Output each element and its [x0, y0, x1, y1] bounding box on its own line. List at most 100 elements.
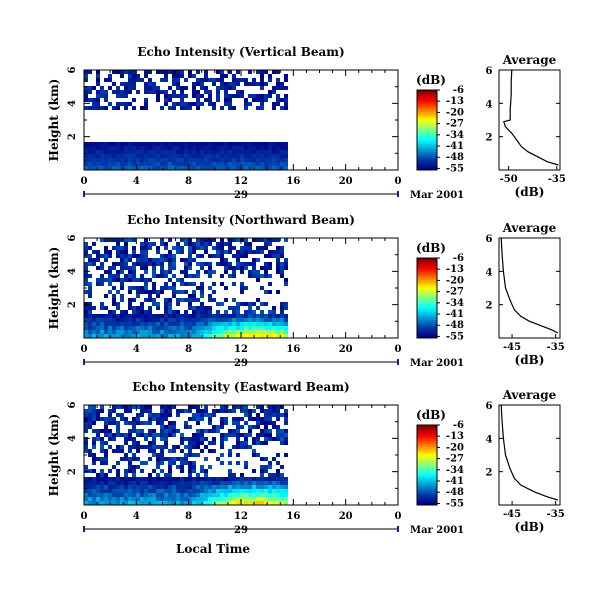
heatmap-cell — [276, 429, 280, 433]
heatmap-cell — [100, 90, 104, 94]
heatmap-cell — [88, 477, 92, 481]
heatmap-cell — [232, 94, 236, 98]
heatmap-cell — [248, 485, 252, 489]
heatmap-cell — [260, 326, 264, 330]
heatmap-cell — [188, 326, 192, 330]
heatmap-cell — [240, 146, 244, 150]
heatmap-cell — [200, 485, 204, 489]
heatmap-cell — [260, 78, 264, 82]
heatmap-cell — [84, 330, 88, 334]
heatmap-cell — [124, 314, 128, 318]
heatmap-cell — [140, 154, 144, 158]
heatmap-cell — [168, 314, 172, 318]
heatmap-cell — [252, 262, 256, 266]
heatmap-cell — [116, 330, 120, 334]
heatmap-cell — [268, 465, 272, 469]
heatmap-cell — [220, 142, 224, 146]
heatmap-cell — [200, 262, 204, 266]
heatmap-cell — [108, 497, 112, 501]
heatmap-cell — [212, 246, 216, 250]
heatmap-cell — [248, 326, 252, 330]
heatmap-cell — [88, 501, 92, 505]
heatmap-cell — [196, 106, 200, 110]
heatmap-cell — [212, 78, 216, 82]
heatmap-cell — [148, 477, 152, 481]
heatmap-cell — [240, 485, 244, 489]
heatmap-cell — [156, 457, 160, 461]
heatmap-cell — [180, 489, 184, 493]
heatmap-cell — [176, 326, 180, 330]
heatmap-cell — [92, 318, 96, 322]
heatmap-cell — [240, 497, 244, 501]
heatmap-cell — [176, 102, 180, 106]
heatmap-cell — [116, 106, 120, 110]
colorbar-band — [417, 425, 437, 428]
heatmap-cell — [224, 98, 228, 102]
heatmap-cell — [164, 70, 168, 74]
heatmap-cell — [224, 433, 228, 437]
heatmap-cell — [192, 417, 196, 421]
heatmap-cell — [88, 405, 92, 409]
heatmap-cell — [96, 413, 100, 417]
heatmap-cell — [132, 298, 136, 302]
heatmap-cell — [244, 82, 248, 86]
heatmap-cell — [236, 322, 240, 326]
heatmap-cell — [156, 162, 160, 166]
heatmap-cell — [88, 258, 92, 262]
heatmap-cell — [116, 290, 120, 294]
profile-y-tick-label: 6 — [486, 66, 493, 77]
heatmap-cell — [256, 142, 260, 146]
heatmap-cell — [256, 334, 260, 338]
heatmap-cell — [224, 497, 228, 501]
profile-line — [500, 237, 559, 334]
heatmap-cell — [132, 86, 136, 90]
heatmap-cell — [136, 310, 140, 314]
heatmap-cell — [128, 437, 132, 441]
heatmap-cell — [124, 441, 128, 445]
heatmap-cell — [164, 102, 168, 106]
heatmap-cell — [196, 102, 200, 106]
heatmap-cell — [208, 78, 212, 82]
heatmap-cell — [256, 278, 260, 282]
heatmap-cell — [184, 477, 188, 481]
heatmap-cell — [272, 493, 276, 497]
heatmap-cell — [148, 290, 152, 294]
heatmap-cell — [220, 409, 224, 413]
heatmap-cell — [96, 282, 100, 286]
heatmap-cell — [92, 421, 96, 425]
heatmap-cell — [136, 78, 140, 82]
heatmap-cell — [100, 158, 104, 162]
heatmap-cell — [140, 262, 144, 266]
heatmap-cell — [144, 270, 148, 274]
heatmap-cell — [136, 497, 140, 501]
heatmap-cell — [272, 154, 276, 158]
heatmap-cell — [252, 437, 256, 441]
heatmap-cell — [96, 166, 100, 170]
colorbar-tick-label: -48 — [446, 487, 464, 498]
x-tick-label: 8 — [185, 511, 192, 522]
heatmap-cell — [212, 166, 216, 170]
heatmap-cell — [100, 405, 104, 409]
heatmap-cell — [156, 453, 160, 457]
heatmap-cell — [188, 250, 192, 254]
heatmap-cell — [212, 497, 216, 501]
heatmap-cell — [116, 94, 120, 98]
heatmap-cell — [252, 250, 256, 254]
heatmap-cell — [128, 298, 132, 302]
heatmap-cell — [168, 429, 172, 433]
heatmap-cell — [260, 489, 264, 493]
heatmap-cell — [148, 154, 152, 158]
heatmap-cell — [164, 274, 168, 278]
heatmap-cell — [96, 433, 100, 437]
heatmap-cell — [100, 334, 104, 338]
heatmap-cell — [84, 318, 88, 322]
heatmap-cell — [192, 166, 196, 170]
heatmap-cell — [180, 142, 184, 146]
heatmap-cell — [140, 433, 144, 437]
heatmap-cell — [148, 166, 152, 170]
heatmap-cell — [180, 330, 184, 334]
heatmap-cell — [208, 286, 212, 290]
heatmap-cell — [260, 417, 264, 421]
heatmap-cell — [164, 78, 168, 82]
heatmap-cell — [272, 166, 276, 170]
